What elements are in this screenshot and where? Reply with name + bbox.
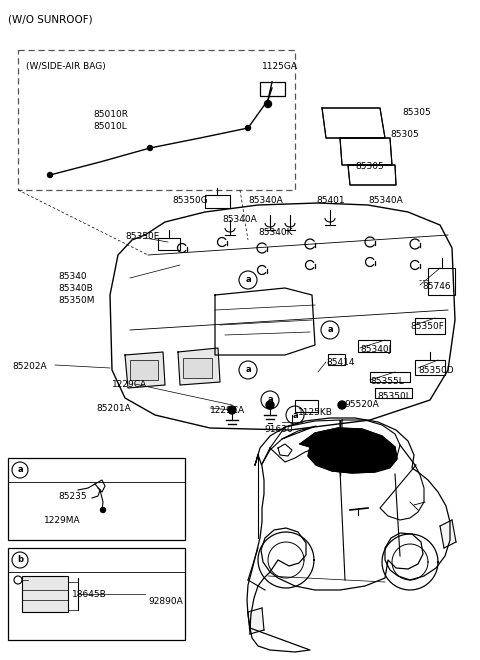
Text: 85350D: 85350D	[418, 366, 454, 375]
Bar	[428, 268, 455, 295]
Text: 85305: 85305	[355, 162, 384, 171]
Bar	[130, 360, 158, 380]
Bar	[358, 340, 390, 352]
Circle shape	[228, 406, 236, 414]
Text: b: b	[17, 556, 23, 564]
Bar	[205, 195, 230, 208]
Text: (W/O SUNROOF): (W/O SUNROOF)	[8, 14, 93, 24]
Circle shape	[147, 145, 153, 150]
Bar	[22, 576, 68, 612]
Bar	[415, 360, 445, 375]
Text: 1229MA: 1229MA	[44, 516, 81, 525]
Polygon shape	[300, 428, 397, 473]
Text: 92890A: 92890A	[148, 597, 183, 606]
Text: 85350G: 85350G	[172, 196, 208, 205]
Text: a: a	[327, 325, 333, 335]
Text: 95520A: 95520A	[344, 400, 379, 409]
Text: (W/SIDE-AIR BAG): (W/SIDE-AIR BAG)	[26, 62, 106, 71]
Bar	[375, 388, 412, 398]
Text: 85305: 85305	[402, 108, 431, 117]
Polygon shape	[125, 352, 165, 388]
Text: 85340A: 85340A	[222, 215, 257, 224]
Circle shape	[100, 508, 106, 513]
Text: 1125KB: 1125KB	[298, 408, 333, 417]
Bar	[183, 358, 212, 378]
Circle shape	[48, 172, 52, 178]
Text: 85305: 85305	[390, 130, 419, 139]
Text: 85235: 85235	[58, 492, 86, 501]
Text: 85340A: 85340A	[248, 196, 283, 205]
Text: 85201A: 85201A	[96, 404, 131, 413]
Text: 85340K: 85340K	[258, 228, 292, 237]
Text: a: a	[292, 411, 298, 420]
Text: 85340A: 85340A	[368, 196, 403, 205]
Text: 85010L: 85010L	[93, 122, 127, 131]
Circle shape	[264, 100, 272, 108]
Text: 85340B: 85340B	[58, 284, 93, 293]
Circle shape	[338, 401, 346, 409]
Text: a: a	[267, 395, 273, 405]
Text: 1229CA: 1229CA	[112, 380, 147, 389]
Bar	[328, 354, 345, 365]
Circle shape	[245, 125, 251, 131]
Circle shape	[266, 401, 274, 409]
Polygon shape	[440, 520, 456, 548]
Bar	[18, 50, 295, 190]
Text: 85355L: 85355L	[370, 377, 404, 386]
Text: a: a	[17, 465, 23, 475]
Text: 1229CA: 1229CA	[210, 406, 245, 415]
Text: 85350F: 85350F	[410, 322, 444, 331]
Text: 85350L: 85350L	[377, 392, 411, 401]
Bar	[370, 372, 410, 382]
Text: 85401: 85401	[316, 196, 345, 205]
Text: 18645B: 18645B	[72, 590, 107, 599]
Text: a: a	[245, 275, 251, 284]
Text: a: a	[245, 366, 251, 374]
Bar	[260, 82, 285, 96]
Bar	[158, 238, 180, 250]
Text: 85350E: 85350E	[125, 232, 159, 241]
Text: 85010R: 85010R	[93, 110, 128, 119]
Polygon shape	[178, 348, 220, 385]
Text: 85746: 85746	[422, 282, 451, 291]
Bar	[415, 318, 445, 334]
Bar	[8, 458, 185, 540]
Bar	[8, 548, 185, 640]
Text: 85340: 85340	[58, 272, 86, 281]
Text: 1125GA: 1125GA	[262, 62, 298, 71]
Polygon shape	[248, 608, 264, 634]
Text: 85414: 85414	[326, 358, 355, 367]
Text: 91630: 91630	[264, 425, 293, 434]
Text: 85202A: 85202A	[12, 362, 47, 371]
Bar	[295, 400, 318, 412]
Text: 85350M: 85350M	[58, 296, 95, 305]
Text: 85340J: 85340J	[360, 345, 391, 354]
